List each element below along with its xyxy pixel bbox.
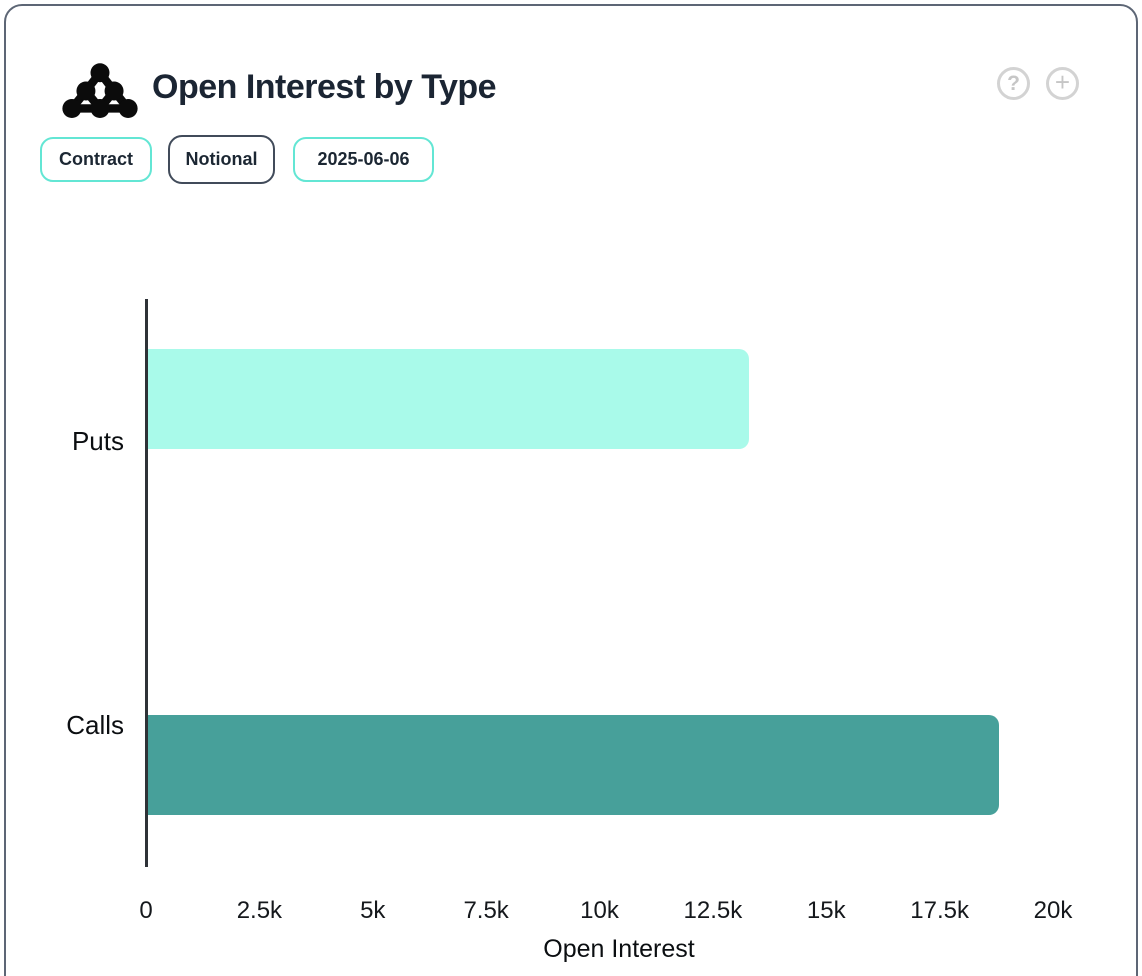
x-tick-0: 0 [139, 897, 153, 924]
help-icon-glyph: ? [1007, 71, 1020, 95]
page-title: Open Interest by Type [152, 68, 497, 106]
x-tick-5k: 5k [360, 897, 386, 924]
category-label-calls: Calls [66, 710, 124, 740]
bar-calls[interactable] [148, 715, 999, 815]
bar-puts[interactable] [148, 349, 750, 449]
x-tick-2.5k: 2.5k [236, 897, 283, 924]
add-icon-glyph: + [1054, 67, 1071, 97]
x-tick-20k: 20k [1033, 897, 1073, 924]
y-axis-line [145, 299, 148, 867]
help-icon[interactable]: ? [997, 67, 1030, 100]
x-tick-10k: 10k [580, 897, 619, 924]
filter-button-2025-06-06[interactable]: 2025-06-06 [293, 137, 434, 182]
amberdata-logo [62, 63, 138, 118]
filter-button-notional[interactable]: Notional [168, 135, 275, 184]
filter-button-contract[interactable]: Contract [40, 137, 152, 182]
x-tick-12.5k: 12.5k [683, 897, 743, 924]
x-tick-15k: 15k [806, 897, 846, 924]
x-axis-title: Open Interest [543, 935, 695, 963]
chart-card: Open Interest by Type ? + Contract Notion… [4, 4, 1138, 976]
category-label-puts: Puts [71, 426, 124, 456]
x-tick-17.5k: 17.5k [910, 897, 969, 924]
x-tick-7.5k: 7.5k [463, 897, 509, 924]
add-icon[interactable]: + [1046, 67, 1079, 100]
